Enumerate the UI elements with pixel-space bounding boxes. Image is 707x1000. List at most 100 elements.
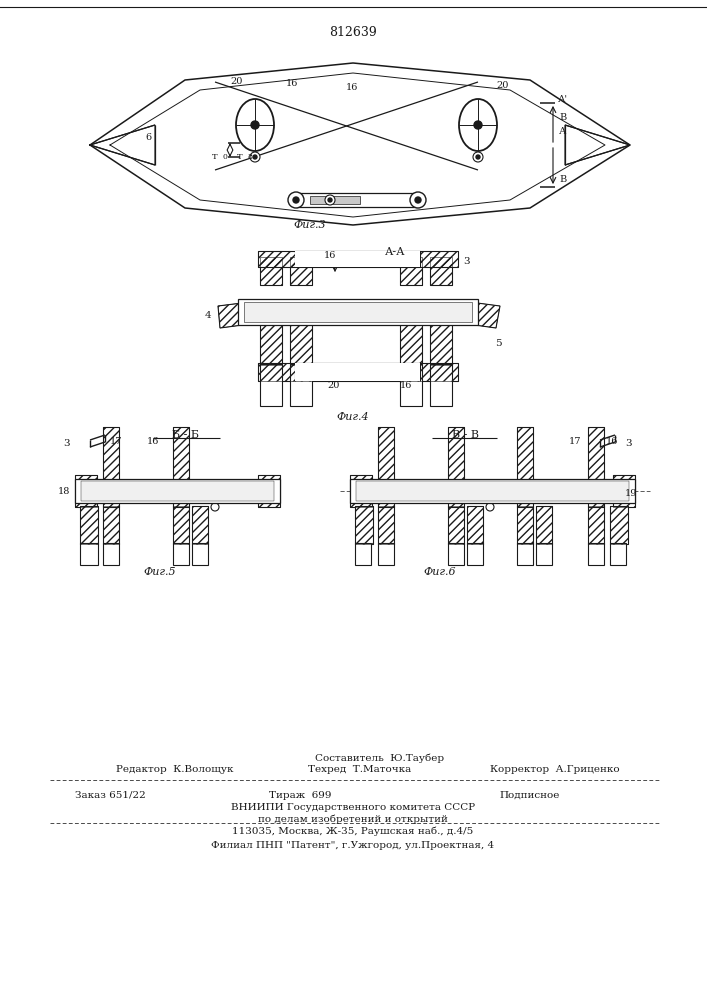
Bar [290,323,312,365]
Bar [356,481,629,501]
Ellipse shape [236,99,274,151]
Bar [258,251,458,267]
Text: Техред  Т.Маточка: Техред Т.Маточка [308,766,411,774]
Bar [517,506,533,544]
Bar [350,479,635,503]
Polygon shape [90,125,155,165]
Text: 0: 0 [223,153,228,161]
Circle shape [293,197,299,203]
Bar [588,427,604,507]
Text: 5: 5 [495,338,501,348]
Circle shape [253,155,257,159]
Bar [80,506,98,544]
Bar [75,475,97,507]
Text: Составитель  Ю.Таубер: Составитель Ю.Таубер [315,753,445,763]
Bar [448,427,464,507]
Text: Фиг.3: Фиг.3 [293,220,327,230]
Bar [290,323,312,365]
Text: Подписное: Подписное [500,790,560,800]
Text: 113035, Москва, Ж-35, Раушская наб., д.4/5: 113035, Москва, Ж-35, Раушская наб., д.4… [233,826,474,836]
Circle shape [250,152,260,162]
Circle shape [288,192,304,208]
Circle shape [410,192,426,208]
Text: 4: 4 [205,310,211,320]
Circle shape [476,155,480,159]
Bar [103,543,119,565]
Polygon shape [218,301,258,328]
Bar [238,299,478,325]
Bar [355,506,373,544]
Bar [588,427,604,507]
Text: 20: 20 [328,381,340,390]
Text: 16: 16 [286,79,298,88]
Bar [75,475,97,507]
Text: 16: 16 [346,84,358,93]
Bar [350,475,372,507]
Text: 18: 18 [58,488,70,496]
Bar [517,427,533,507]
Bar [448,506,464,544]
Bar [430,364,452,406]
Bar [378,427,394,507]
Bar [610,506,628,544]
Bar [260,257,282,285]
Bar [613,475,635,507]
Bar [588,506,604,544]
Bar [260,257,282,285]
Text: Филиал ПНП "Патент", г.Ужгород, ул.Проектная, 4: Филиал ПНП "Патент", г.Ужгород, ул.Проек… [211,840,495,850]
Bar [260,323,282,365]
Bar [80,506,98,544]
Text: 16: 16 [400,381,412,390]
Text: 3: 3 [64,438,70,448]
Bar [290,257,312,285]
Text: 20: 20 [230,78,243,87]
Bar [448,427,464,507]
Text: В: В [559,112,566,121]
Bar [173,506,189,544]
Bar [103,506,119,544]
Text: В - В: В - В [452,430,479,440]
Bar [260,364,282,406]
Circle shape [486,503,494,511]
Bar [296,193,418,207]
Text: 16: 16 [606,438,618,446]
Circle shape [473,152,483,162]
Bar [430,257,452,285]
Text: Корректор  А.Гриценко: Корректор А.Гриценко [490,766,620,774]
Bar [192,506,208,544]
Text: 6: 6 [145,132,151,141]
Text: Фиг.5: Фиг.5 [144,567,176,577]
Text: 812639: 812639 [329,25,377,38]
Text: 19: 19 [625,489,638,498]
Bar [588,543,604,565]
Bar [588,506,604,544]
Bar [430,257,452,285]
Text: Редактор  К.Волощук: Редактор К.Волощук [116,766,234,774]
Text: 3: 3 [464,257,470,266]
Text: Заказ 651/22: Заказ 651/22 [75,790,146,800]
Polygon shape [565,125,630,165]
Bar [355,543,371,565]
Text: А-А: А-А [385,247,405,257]
Bar [310,196,360,204]
Bar [290,364,312,406]
Bar [75,479,280,503]
Text: 3: 3 [625,438,631,448]
Text: 17: 17 [568,438,581,446]
Text: 17: 17 [110,438,122,446]
Bar [258,475,280,507]
Bar [536,543,552,565]
Bar [378,506,394,544]
Bar [173,543,189,565]
Bar [517,506,533,544]
Bar [258,363,458,381]
Text: 16: 16 [147,438,159,446]
Bar [467,506,483,544]
Bar [290,257,312,285]
Bar [80,543,98,565]
Circle shape [415,197,421,203]
Bar [173,506,189,544]
Bar [378,506,394,544]
Circle shape [325,195,335,205]
Bar [378,427,394,507]
